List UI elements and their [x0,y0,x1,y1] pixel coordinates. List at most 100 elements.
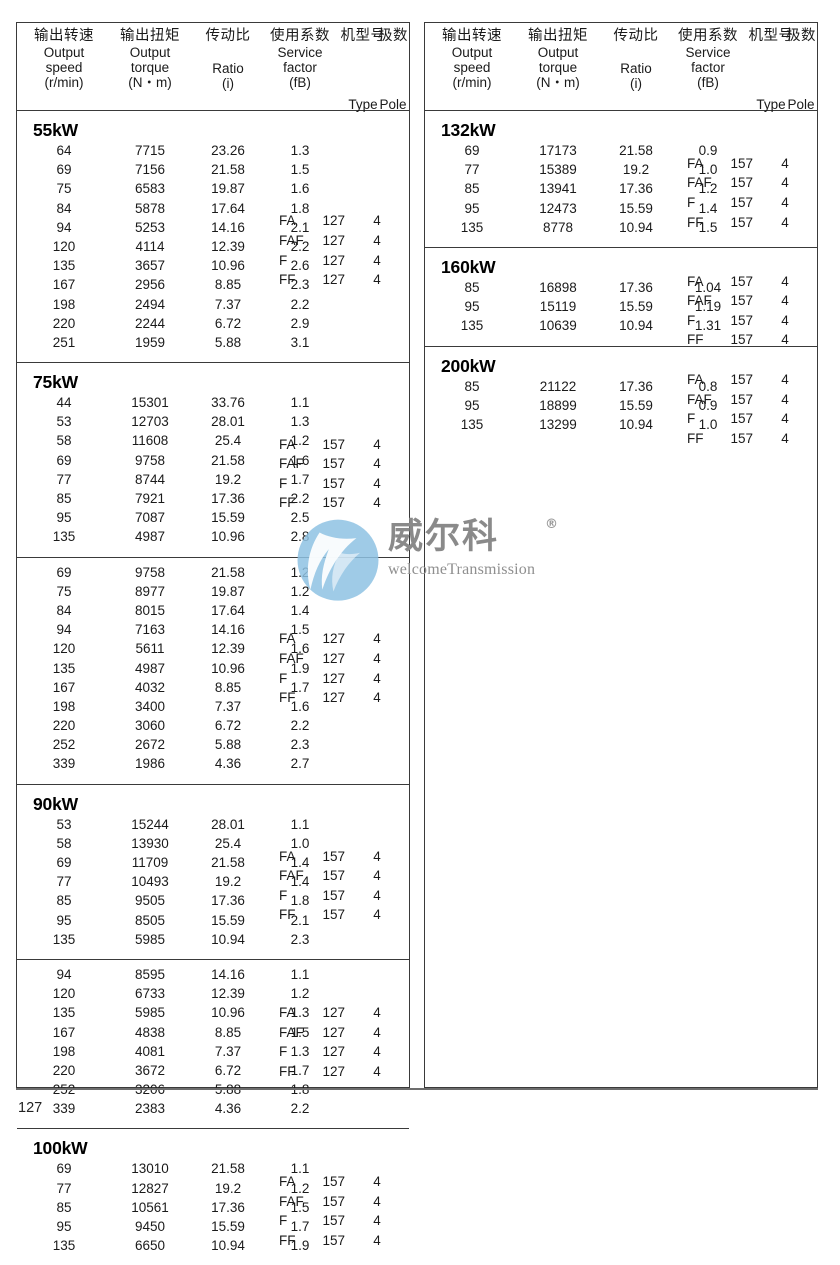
cell-pole: 4 [373,670,381,686]
cell-output-torque: 2244 [134,315,166,331]
cell-ratio: 10.94 [619,318,653,334]
cell-output-speed: 135 [460,318,484,334]
model-size: 157 [322,848,345,864]
table-row: 135 8778 10.94 1.5 [425,220,817,239]
cell-pole: 4 [373,907,381,923]
cell-ratio: 19.87 [211,583,245,599]
model-size: 127 [322,1044,345,1060]
cell-service-factor: 1.1 [290,816,310,832]
cell-service-factor: 2.2 [290,1101,310,1117]
table-row: 252 2672 5.88 2.3 [17,737,409,756]
table-row: 95 12473 15.59 1.4 [425,201,817,220]
cell-output-torque: 16898 [539,279,577,295]
cell-output-torque: 3400 [134,698,166,714]
cell-service-factor: 1.0 [698,162,718,178]
cell-output-torque: 3672 [134,1062,166,1078]
cell-output-speed: 85 [56,1199,72,1215]
cell-output-torque: 2383 [134,1101,166,1117]
cell-output-torque: 10561 [131,1199,169,1215]
cell-ratio: 10.96 [211,258,245,274]
model-type-row: FF 157 4 [685,431,809,451]
cell-pole: 4 [781,332,789,348]
cell-service-factor: 1.0 [698,416,718,432]
power-rating-label: 90kW [33,793,78,814]
cell-output-speed: 95 [464,299,480,315]
model-type-list: FA 157 4 FAF 157 4 F 157 4 FF 157 4 [277,1174,401,1252]
model-prefix: FF [279,1232,296,1248]
model-size: 157 [730,332,753,348]
cell-service-factor: 1.2 [290,433,310,449]
cell-service-factor: 1.5 [698,219,718,235]
column-header-en: Type [348,96,378,112]
cell-ratio: 10.94 [619,219,653,235]
table-row: 53 12703 28.01 1.3 [17,414,409,433]
cell-output-speed: 95 [56,510,72,526]
power-block-75kw: 75kW 44 15301 33.76 1.1 53 12703 28.01 1.3 58 1160… [17,363,409,558]
cell-output-speed: 85 [464,378,480,394]
column-header-output-speed: 输出转速 Output speed (r/min) [429,28,515,91]
cell-output-speed: 135 [460,219,484,235]
cell-service-factor: 2.2 [290,491,310,506]
cell-service-factor: 1.7 [290,471,310,487]
model-size: 157 [730,214,753,230]
cell-pole: 4 [373,213,381,229]
power-block-200kw: 200kW 85 21122 17.36 0.8 95 18899 15.59 0.9 135 13… [425,347,817,446]
model-prefix: FA [279,631,296,647]
column-header-en: Type [756,96,786,112]
model-prefix: FF [279,1063,296,1079]
data-rows: 64 7715 23.26 1.3 69 7156 21.58 1.5 75 6583 19.87 1… [17,143,409,362]
model-prefix: FAF [687,293,712,309]
cell-pole: 4 [781,372,789,388]
model-prefix: F [687,411,696,427]
cell-pole: 4 [373,1213,381,1229]
cell-pole: 4 [373,868,381,884]
column-header-en: Service [277,44,323,60]
cell-service-factor: 1.2 [290,986,310,1002]
column-header-cn: 极数 [786,28,816,44]
column-header-ratio: 传动比 Ratio (i) [603,28,669,91]
table-row: 167 2956 8.85 2.3 [17,277,409,296]
data-rows: 69 17173 21.58 0.9 77 15389 19.2 1.0 85 13941 17.3… [425,143,817,247]
cell-output-speed: 339 [52,1101,76,1117]
table-row: 135 4987 10.96 2.8 [17,529,409,548]
model-prefix: FA [687,273,704,289]
column-header-en: Ratio [620,60,652,76]
cell-output-torque: 5878 [134,200,166,216]
cell-output-speed: 53 [56,816,72,832]
cell-ratio: 12.39 [211,238,245,254]
column-header-en: Pole [787,96,815,112]
model-size: 157 [730,175,753,191]
cell-pole: 4 [373,475,381,491]
column-header-en: Output [451,44,493,60]
column-header-cn: 使用系数 [270,28,330,44]
cell-ratio: 21.58 [619,143,653,158]
cell-pole: 4 [373,436,381,452]
table-row: 58 11608 25.4 1.2 [17,433,409,452]
cell-ratio: 17.36 [619,378,653,394]
cell-output-torque: 3060 [134,718,166,734]
model-type-list: FA 127 4 FAF 127 4 F 127 4 FF 127 4 [277,631,401,709]
model-prefix: F [687,312,696,328]
model-type-row: FAF 127 4 [277,1025,401,1045]
column-header-en: Ratio [212,60,244,76]
model-type-row: FF 157 4 [685,332,809,352]
cell-output-torque: 8977 [134,583,166,599]
table-row: 198 4081 7.37 1.3 [17,1044,409,1063]
page-number: 127 [18,1100,43,1116]
cell-service-factor: 1.19 [694,299,722,315]
model-type-row: FAF 157 4 [277,456,401,476]
model-type-row: F 127 4 [277,253,401,273]
power-rating-label: 160kW [441,256,496,277]
data-rows: 85 16898 17.36 1.04 95 15119 15.59 1.19 135 10639… [425,280,817,346]
cell-output-torque: 21122 [539,378,577,394]
data-rows: 69 9758 21.58 1.2 75 8977 19.87 1.2 84 8015 17.64 1… [17,558,409,784]
model-type-row: FA 157 4 [685,372,809,392]
cell-pole: 4 [373,1193,381,1209]
cell-service-factor: 1.8 [290,200,310,216]
column-header-unit: (r/min) [44,75,84,91]
model-type-row: FA 157 4 [277,437,401,457]
column-header-pole: 极数 Pole [781,28,821,112]
model-type-row: FAF 157 4 [685,392,809,412]
model-size: 157 [730,372,753,388]
column-header-type: 机型号 Type [337,28,389,112]
